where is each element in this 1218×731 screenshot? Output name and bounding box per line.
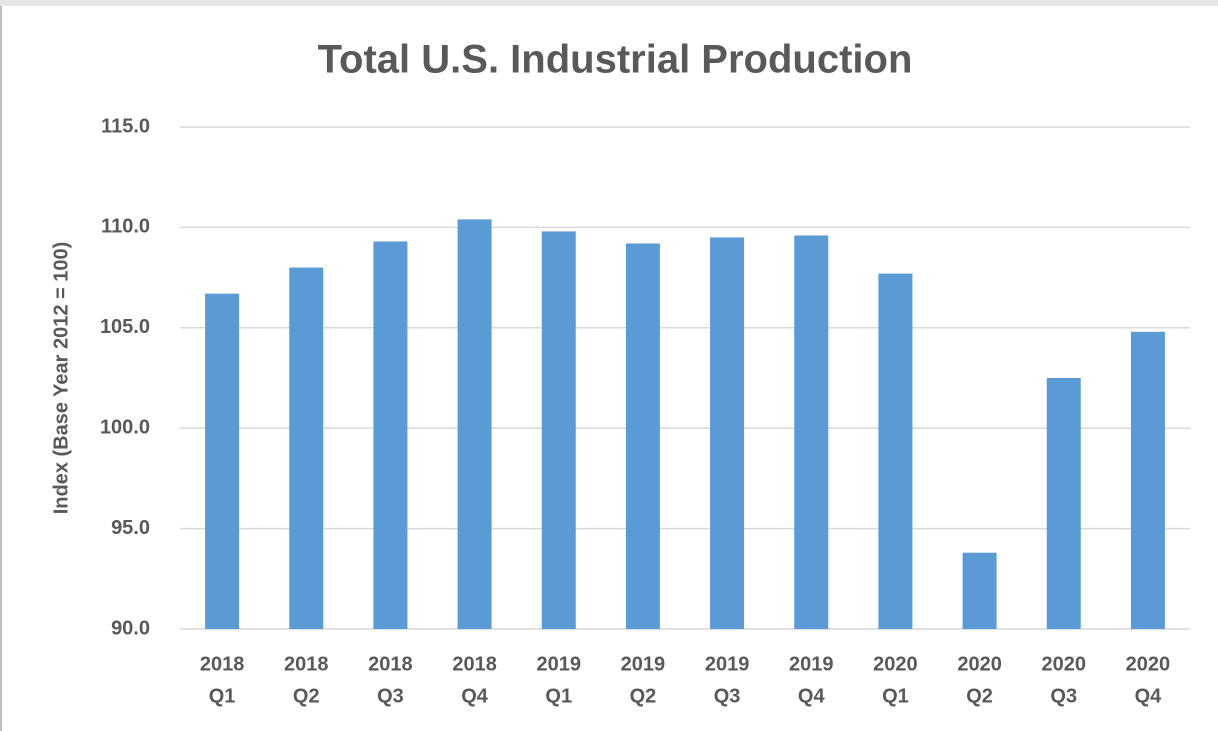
x-tick-label: Q3 xyxy=(714,685,741,707)
bar xyxy=(794,235,829,629)
bar xyxy=(289,267,324,629)
bar xyxy=(625,243,660,630)
y-tick-label: 90.0 xyxy=(111,617,150,639)
x-tick-label: Q4 xyxy=(1135,685,1163,707)
x-tick-label: 2020 xyxy=(957,653,1002,675)
x-tick-label: 2018 xyxy=(200,653,245,675)
bar xyxy=(205,293,240,629)
bar xyxy=(541,231,576,629)
x-tick-label: 2019 xyxy=(705,653,750,675)
y-tick-label: 115.0 xyxy=(101,115,150,137)
x-tick-label: Q4 xyxy=(798,685,826,707)
x-tick-label: 2020 xyxy=(1126,653,1171,675)
frame-top xyxy=(0,0,1218,6)
chart-title: Total U.S. Industrial Production xyxy=(318,38,913,82)
x-tick-label: Q2 xyxy=(966,685,993,707)
x-tick-label: Q1 xyxy=(882,685,909,707)
y-axis-label: Index (Base Year 2012 = 100) xyxy=(50,242,72,515)
bar xyxy=(457,219,492,630)
x-tick-label: Q3 xyxy=(377,685,404,707)
x-tick-label: Q2 xyxy=(293,685,320,707)
x-tick-label: Q1 xyxy=(209,685,236,707)
x-tick-label: Q2 xyxy=(630,685,657,707)
x-tick-label: 2019 xyxy=(537,653,582,675)
x-tick-label: 2019 xyxy=(621,653,666,675)
bar xyxy=(1130,331,1165,629)
x-tick-label: Q3 xyxy=(1050,685,1077,707)
x-tick-label: 2018 xyxy=(368,653,413,675)
x-tick-label: Q4 xyxy=(461,685,489,707)
x-tick-label: 2018 xyxy=(452,653,497,675)
bar xyxy=(373,241,408,629)
y-tick-label: 110.0 xyxy=(101,216,150,238)
x-tick-label: 2019 xyxy=(789,653,834,675)
y-tick-label: 100.0 xyxy=(100,416,150,438)
x-tick-label: 2020 xyxy=(873,653,918,675)
x-tick-label: Q1 xyxy=(545,685,572,707)
y-tick-label: 105.0 xyxy=(100,316,150,338)
x-tick-label: 2018 xyxy=(284,653,329,675)
bar xyxy=(878,273,913,629)
bar xyxy=(1046,378,1081,629)
x-tick-label: 2020 xyxy=(1042,653,1087,675)
y-tick-label: 95.0 xyxy=(111,517,150,539)
bar xyxy=(962,552,997,629)
bar xyxy=(710,237,745,629)
